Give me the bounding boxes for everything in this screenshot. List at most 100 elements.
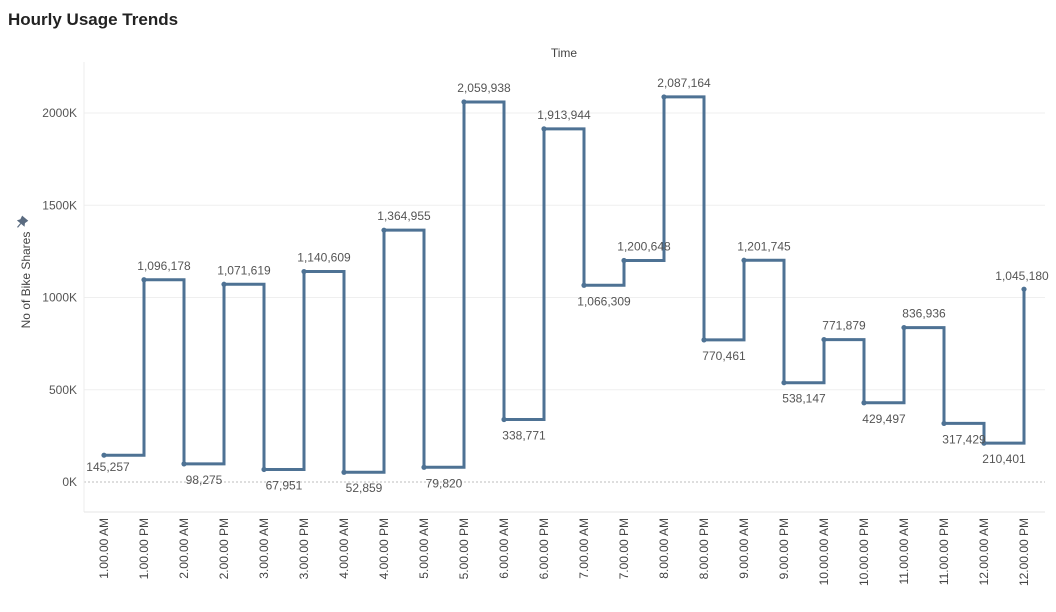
- y-tick-label: 1000K: [42, 291, 77, 305]
- x-tick-label: 5.00.00 PM: [457, 518, 471, 579]
- data-point[interactable]: [541, 126, 547, 132]
- data-label: 538,147: [782, 392, 826, 406]
- x-tick-label: 10.00.00 PM: [857, 518, 871, 586]
- data-point[interactable]: [941, 420, 947, 427]
- x-tick: 9.00.00 PM: [777, 518, 791, 579]
- y-axis-ticks: 0K 500K 1000K 1500K 2000K: [42, 106, 77, 489]
- x-tick: 5.00.00 AM: [417, 518, 431, 579]
- data-point[interactable]: [981, 440, 987, 446]
- x-tick-label: 2.00.00 AM: [177, 518, 191, 579]
- data-points: [101, 94, 1027, 475]
- data-label: 145,257: [86, 460, 130, 474]
- data-point[interactable]: [701, 337, 707, 343]
- x-tick-label: 7.00.00 AM: [577, 518, 591, 579]
- x-tick: 7.00.00 AM: [577, 518, 591, 579]
- data-point[interactable]: [461, 99, 467, 105]
- x-tick: 11.00.00 PM: [937, 518, 951, 585]
- data-point[interactable]: [101, 452, 107, 458]
- data-label: 771,879: [822, 319, 866, 333]
- data-point[interactable]: [341, 469, 347, 475]
- pin-icon[interactable]: [14, 215, 29, 231]
- data-label: 1,045,180: [995, 269, 1049, 283]
- gridlines: [84, 112, 1045, 391]
- x-tick-label: 6.00.00 AM: [497, 518, 511, 579]
- x-tick-label: 11.00.00 PM: [937, 518, 951, 585]
- x-tick: 7.00.00 PM: [617, 518, 631, 579]
- x-tick-label: 4.00.00 AM: [337, 518, 351, 579]
- data-point[interactable]: [261, 466, 267, 473]
- data-label: 770,461: [702, 349, 746, 363]
- x-tick-label: 3.00.00 AM: [257, 518, 271, 579]
- data-label: 1,200,648: [617, 239, 671, 253]
- chart-title: Hourly Usage Trends: [8, 10, 179, 29]
- x-tick-label: 10.00.00 AM: [817, 518, 831, 585]
- data-label: 2,059,938: [457, 81, 511, 95]
- data-label: 1,913,944: [537, 108, 591, 122]
- x-tick: 10.00.00 PM: [857, 518, 871, 586]
- data-label: 1,201,745: [737, 239, 791, 253]
- data-point[interactable]: [901, 324, 907, 331]
- x-tick-label: 3.00.00 PM: [297, 518, 311, 579]
- x-tick-label: 8.00.00 PM: [697, 518, 711, 579]
- x-tick: 6.00.00 AM: [497, 518, 511, 579]
- data-label: 1,364,955: [377, 209, 431, 223]
- x-tick-label: 4.00.00 PM: [377, 518, 391, 579]
- y-tick-label: 0K: [62, 475, 77, 489]
- data-point[interactable]: [661, 94, 667, 100]
- x-tick: 11.00.00 AM: [897, 518, 911, 585]
- x-tick: 5.00.00 PM: [457, 518, 471, 579]
- x-axis-ticks: 1.00.00 AM 1.00.00 PM 2.00.00 AM 2.00.00 PM…: [97, 518, 1031, 586]
- data-label: 1,140,609: [297, 251, 351, 265]
- x-tick: 4.00.00 PM: [377, 518, 391, 579]
- column-header: Time: [551, 46, 578, 60]
- data-label: 67,951: [266, 478, 303, 492]
- x-tick: 12.00.00 AM: [977, 518, 991, 585]
- x-tick: 8.00.00 PM: [697, 518, 711, 579]
- x-tick: 1.00.00 PM: [137, 518, 151, 579]
- x-tick: 1.00.00 AM: [97, 518, 111, 579]
- x-tick: 12.00.00 PM: [1017, 518, 1031, 586]
- data-point[interactable]: [621, 257, 627, 264]
- data-point[interactable]: [741, 257, 747, 263]
- data-point[interactable]: [1021, 286, 1027, 292]
- data-label: 836,936: [902, 307, 946, 321]
- x-tick: 8.00.00 AM: [657, 518, 671, 579]
- x-tick: 6.00.00 PM: [537, 518, 551, 579]
- data-label: 317,429: [942, 432, 986, 446]
- x-tick-label: 2.00.00 PM: [217, 518, 231, 579]
- data-point[interactable]: [221, 281, 227, 287]
- data-point[interactable]: [141, 277, 147, 283]
- data-label: 429,497: [862, 412, 906, 426]
- data-label: 52,859: [346, 481, 383, 495]
- x-tick: 9.00.00 AM: [737, 518, 751, 579]
- x-tick-label: 6.00.00 PM: [537, 518, 551, 579]
- data-point[interactable]: [501, 416, 507, 423]
- data-label: 338,771: [502, 428, 546, 442]
- x-tick: 10.00.00 AM: [817, 518, 831, 585]
- data-point[interactable]: [421, 464, 427, 470]
- y-axis-title: No of Bike Shares: [19, 232, 33, 329]
- data-label: 210,401: [982, 452, 1026, 466]
- data-point[interactable]: [181, 461, 187, 467]
- x-tick: 3.00.00 PM: [297, 518, 311, 579]
- data-label: 2,087,164: [657, 76, 711, 90]
- x-tick: 4.00.00 AM: [337, 518, 351, 579]
- data-point[interactable]: [581, 282, 587, 288]
- x-tick-label: 8.00.00 AM: [657, 518, 671, 579]
- data-point[interactable]: [381, 227, 387, 233]
- data-point[interactable]: [301, 268, 307, 275]
- x-tick-label: 1.00.00 PM: [137, 518, 151, 579]
- data-point[interactable]: [861, 400, 867, 406]
- x-tick-label: 12.00.00 AM: [977, 518, 991, 585]
- y-tick-label: 1500K: [42, 198, 77, 212]
- x-tick-label: 1.00.00 AM: [97, 518, 111, 579]
- x-tick-label: 9.00.00 PM: [777, 518, 791, 579]
- x-tick-label: 12.00.00 PM: [1017, 518, 1031, 586]
- data-point[interactable]: [781, 380, 787, 386]
- data-labels: 145,257 1,096,178 98,275 1,071,619 67,951 1,1…: [86, 76, 1049, 495]
- data-label: 1,066,309: [577, 294, 631, 308]
- x-tick-label: 5.00.00 AM: [417, 518, 431, 579]
- data-label: 79,820: [426, 476, 463, 490]
- data-point[interactable]: [821, 336, 827, 343]
